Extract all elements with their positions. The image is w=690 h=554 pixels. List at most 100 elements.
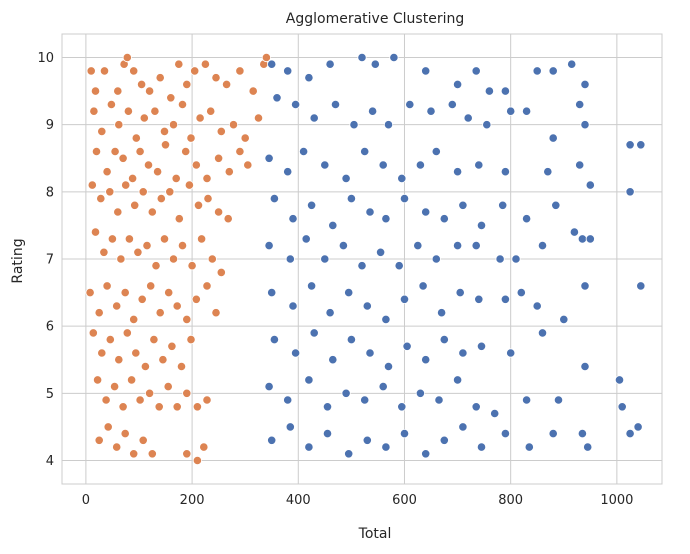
- data-point: [120, 428, 130, 439]
- data-point: [116, 254, 126, 264]
- data-points: [85, 52, 646, 466]
- data-point: [381, 442, 391, 452]
- y-tick-label: 7: [46, 253, 54, 268]
- data-point: [248, 86, 258, 96]
- data-point: [113, 207, 123, 217]
- data-point: [137, 79, 147, 90]
- data-point: [114, 120, 124, 130]
- data-point: [471, 241, 481, 251]
- data-point: [87, 180, 97, 190]
- data-point: [253, 113, 264, 123]
- data-point: [320, 160, 330, 170]
- data-point: [365, 348, 375, 358]
- data-point: [431, 254, 441, 264]
- data-point: [500, 294, 510, 304]
- data-point: [399, 194, 410, 204]
- data-point: [290, 348, 301, 358]
- data-point: [452, 241, 463, 251]
- data-point: [306, 281, 317, 291]
- data-point: [272, 93, 282, 103]
- data-point: [197, 234, 207, 244]
- data-point: [85, 287, 95, 298]
- data-point: [378, 160, 388, 170]
- x-tick-label: 400: [286, 493, 311, 508]
- data-point: [421, 66, 431, 76]
- data-point: [367, 106, 378, 116]
- data-point: [436, 308, 447, 318]
- grid: [62, 34, 662, 484]
- data-point: [202, 395, 212, 405]
- data-point: [223, 214, 233, 224]
- data-point: [344, 287, 354, 298]
- data-point: [192, 455, 202, 466]
- x-tick-label: 800: [498, 493, 523, 508]
- data-point: [474, 160, 484, 170]
- data-point: [150, 106, 160, 116]
- data-point: [240, 133, 250, 143]
- data-point: [155, 73, 165, 83]
- data-point: [614, 375, 625, 385]
- data-point: [375, 247, 386, 257]
- data-point: [521, 395, 532, 405]
- data-point: [120, 287, 130, 298]
- data-point: [304, 73, 314, 83]
- data-point: [537, 241, 548, 251]
- data-point: [383, 361, 394, 372]
- data-point: [94, 308, 104, 318]
- data-point: [86, 66, 96, 76]
- data-point: [174, 59, 184, 69]
- data-point: [338, 241, 348, 251]
- data-point: [585, 180, 595, 190]
- data-point: [559, 314, 569, 324]
- data-point: [421, 355, 431, 365]
- data-point: [118, 402, 128, 412]
- data-point: [357, 52, 367, 63]
- data-point: [399, 294, 410, 304]
- data-point: [131, 348, 141, 358]
- data-point: [309, 113, 319, 123]
- data-point: [543, 167, 553, 177]
- data-point: [362, 301, 372, 311]
- data-point: [102, 281, 112, 291]
- data-point: [112, 442, 122, 452]
- data-point: [577, 234, 588, 244]
- data-point: [235, 66, 245, 76]
- data-point: [309, 328, 319, 338]
- data-point: [228, 120, 239, 130]
- x-tick-label: 1000: [600, 493, 633, 508]
- data-point: [458, 422, 468, 432]
- data-point: [580, 79, 590, 90]
- data-point: [168, 254, 179, 264]
- data-point: [214, 207, 224, 217]
- data-point: [267, 435, 277, 445]
- data-point: [142, 241, 152, 251]
- data-point: [458, 348, 468, 358]
- x-tick-label: 200: [180, 493, 205, 508]
- data-point: [105, 334, 115, 345]
- data-point: [140, 361, 150, 372]
- data-point: [500, 167, 510, 177]
- data-point: [202, 281, 212, 291]
- data-point: [500, 86, 510, 96]
- y-axis-title: Rating: [10, 238, 26, 283]
- data-point: [421, 449, 431, 459]
- data-point: [418, 281, 428, 291]
- data-point: [322, 402, 333, 412]
- data-point: [521, 106, 532, 116]
- data-point: [172, 301, 182, 311]
- data-point: [159, 126, 170, 136]
- data-point: [112, 301, 122, 311]
- data-point: [567, 59, 577, 69]
- data-point: [138, 187, 148, 197]
- data-point: [138, 435, 148, 445]
- data-point: [498, 200, 508, 210]
- data-point: [304, 375, 314, 385]
- data-point: [532, 66, 542, 76]
- data-point: [159, 234, 170, 244]
- data-point: [511, 254, 521, 264]
- data-point: [585, 234, 595, 244]
- data-point: [506, 106, 516, 116]
- data-point: [99, 247, 109, 257]
- data-point: [93, 375, 103, 385]
